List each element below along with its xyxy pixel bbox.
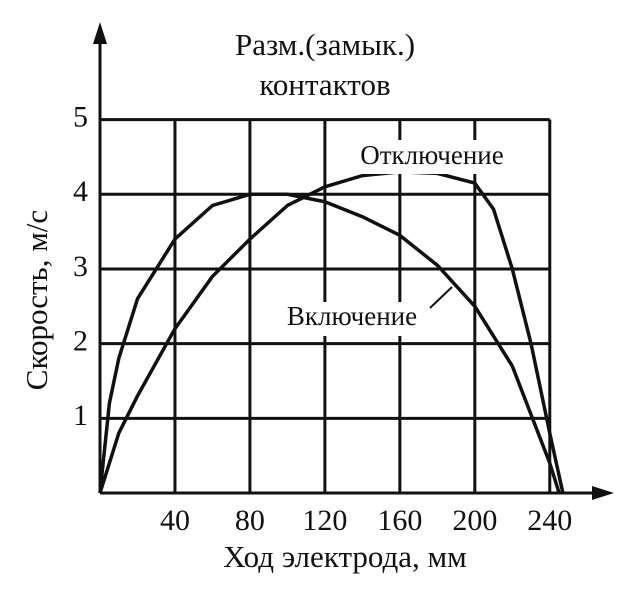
x-axis-arrow [592,486,614,500]
series-label: Отключение [360,140,503,170]
x-tick-label: 200 [452,504,497,537]
x-tick-label: 120 [302,504,347,537]
y-tick-label: 3 [73,250,88,283]
label-bg [268,302,436,336]
x-tick-label: 160 [377,504,422,537]
x-axis-label: Ход электрода, мм [223,539,467,574]
y-tick-label: 1 [73,399,88,432]
series-line [98,170,565,494]
x-tick-label: 40 [160,504,190,537]
x-tick-label: 240 [527,504,572,537]
y-axis-label: Скорость, м/с [19,210,54,390]
y-tick-label: 2 [73,325,88,358]
y-axis-arrow [93,22,107,44]
y-tick-label: 5 [73,101,88,134]
series-label: Включение [287,301,417,331]
title-line: контактов [259,67,390,102]
x-tick-label: 80 [235,504,265,537]
title-line: Разм.(замык.) [235,27,415,62]
y-tick-label: 4 [73,175,88,208]
leader-line [429,286,453,309]
label-bg [338,140,528,174]
